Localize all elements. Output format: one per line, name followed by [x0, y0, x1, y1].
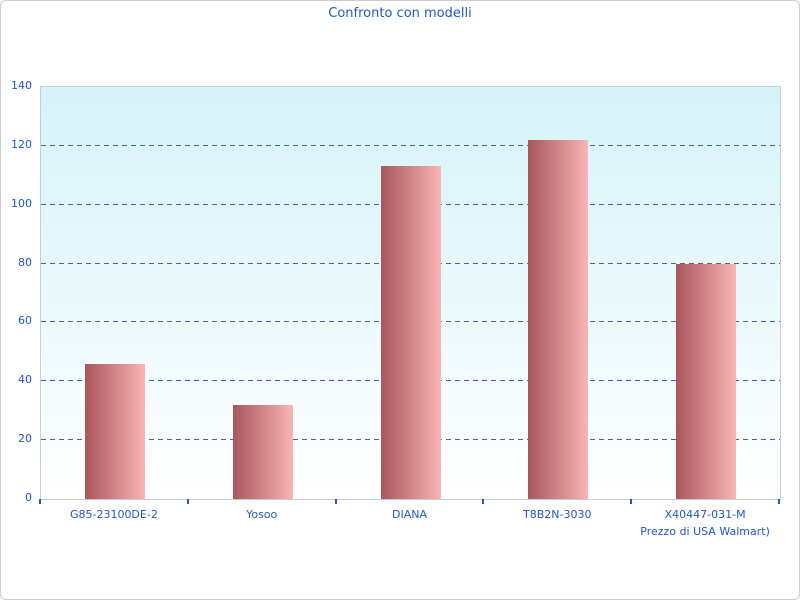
x-axis-category-label: X40447-031-M Prezzo di USA Walmart)	[631, 506, 779, 540]
category-name: X40447-031-M	[664, 508, 746, 521]
category-name: T8B2N-3030	[523, 508, 592, 521]
bar-x40447-031-m	[676, 263, 737, 499]
x-axis-category-label: DIANA	[336, 506, 484, 523]
y-axis-tick-label: 0	[25, 491, 32, 504]
category-name: Yosoo	[246, 508, 278, 521]
x-axis-tick	[39, 499, 41, 504]
y-axis-tick-label: 80	[18, 255, 32, 269]
bar-yosoo	[232, 404, 293, 499]
category-sublabel: Prezzo di USA Walmart)	[640, 525, 770, 538]
x-axis-tick	[778, 499, 780, 504]
x-axis-ticks	[39, 499, 780, 505]
x-axis-tick	[186, 499, 189, 504]
category-name: G85-23100DE-2	[69, 508, 158, 521]
x-axis-tick	[630, 499, 633, 504]
y-axis-labels: 0 20 40 60 80 100 120 140	[1, 79, 32, 504]
y-axis-tick-label: 140	[11, 79, 32, 92]
category-name: DIANA	[391, 508, 427, 521]
x-axis-labels: G85-23100DE-2 Yosoo DIANA T8B2N-3030 X40447-…	[40, 506, 779, 546]
x-axis-tick	[334, 499, 337, 504]
y-axis-tick-label: 20	[18, 432, 32, 446]
x-axis-category-label: Yosoo	[188, 506, 336, 523]
x-axis-category-label: G85-23100DE-2	[40, 506, 188, 523]
bar-t8b2n-3030	[528, 139, 589, 499]
x-axis-tick	[482, 499, 485, 504]
bar-g85-23100de-2	[84, 363, 145, 499]
y-axis-tick-label: 40	[18, 373, 32, 387]
plot-area	[40, 86, 781, 500]
x-axis-category-label: T8B2N-3030	[483, 506, 631, 523]
gridline-120	[41, 144, 780, 146]
bar-diana	[380, 166, 441, 499]
y-axis-tick-label: 60	[18, 314, 32, 328]
y-axis-tick-label: 120	[11, 137, 32, 151]
y-axis-tick-label: 100	[11, 196, 32, 210]
chart-title: Confronto con modelli	[328, 6, 472, 21]
